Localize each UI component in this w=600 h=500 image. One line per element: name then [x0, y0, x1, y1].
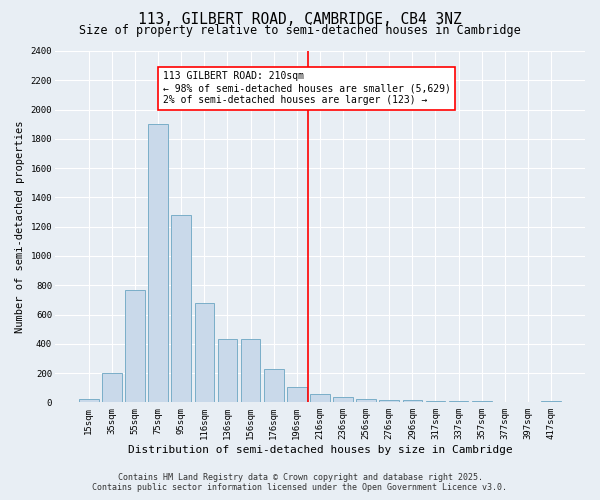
Bar [241, 340, 260, 402]
Text: Size of property relative to semi-detached houses in Cambridge: Size of property relative to semi-detach… [79, 24, 521, 37]
Bar [264, 368, 284, 402]
Text: 113 GILBERT ROAD: 210sqm
← 98% of semi-detached houses are smaller (5,629)
2% of: 113 GILBERT ROAD: 210sqm ← 98% of semi-d… [163, 72, 451, 104]
Bar [449, 401, 469, 402]
Bar [172, 215, 191, 402]
Text: Contains HM Land Registry data © Crown copyright and database right 2025.
Contai: Contains HM Land Registry data © Crown c… [92, 473, 508, 492]
Y-axis label: Number of semi-detached properties: Number of semi-detached properties [15, 120, 25, 333]
Bar [356, 398, 376, 402]
Bar [218, 340, 237, 402]
Bar [310, 394, 330, 402]
Bar [148, 124, 168, 402]
Bar [125, 290, 145, 403]
X-axis label: Distribution of semi-detached houses by size in Cambridge: Distribution of semi-detached houses by … [128, 445, 512, 455]
Bar [333, 397, 353, 402]
Bar [79, 400, 98, 402]
Bar [541, 401, 561, 402]
Bar [194, 303, 214, 402]
Bar [102, 373, 122, 402]
Bar [379, 400, 399, 402]
Bar [287, 387, 307, 402]
Bar [425, 401, 445, 402]
Bar [472, 401, 491, 402]
Text: 113, GILBERT ROAD, CAMBRIDGE, CB4 3NZ: 113, GILBERT ROAD, CAMBRIDGE, CB4 3NZ [138, 12, 462, 28]
Bar [403, 400, 422, 402]
